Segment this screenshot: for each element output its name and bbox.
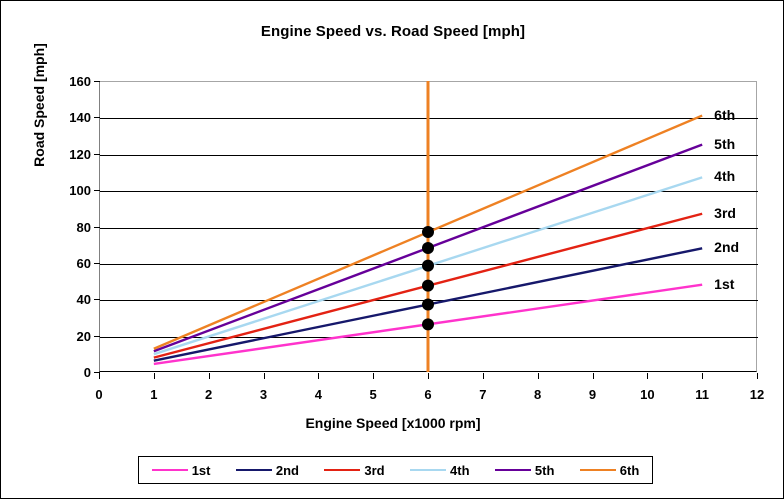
series-end-label-4th: 4th xyxy=(714,168,736,185)
y-tick-mark xyxy=(94,81,100,82)
x-tick-mark xyxy=(153,373,155,379)
x-tick-mark xyxy=(482,373,484,379)
y-tick-label: 160 xyxy=(69,74,91,89)
y-tick-mark xyxy=(94,335,100,337)
legend-item-6th[interactable]: 6th xyxy=(579,462,640,478)
data-marker-2nd xyxy=(422,298,434,311)
y-tick-label: 60 xyxy=(76,255,91,271)
x-tick-mark xyxy=(99,373,100,379)
series-lines xyxy=(153,81,703,372)
x-tick-mark xyxy=(592,373,594,379)
legend-label: 6th xyxy=(619,462,640,478)
y-tick-mark xyxy=(94,299,100,301)
x-tick-label: 6 xyxy=(424,387,432,402)
data-marker-1st xyxy=(422,318,434,331)
x-tick-label: 11 xyxy=(695,387,710,402)
x-tick-label: 0 xyxy=(95,387,103,402)
x-tick-mark xyxy=(208,373,210,379)
legend-swatch-6th xyxy=(579,469,616,471)
x-tick-label: 3 xyxy=(259,387,268,402)
y-axis-title: Road Speed [mph] xyxy=(31,43,47,167)
data-marker-6th xyxy=(422,225,434,238)
x-tick-label: 1 xyxy=(150,387,158,402)
x-tick-mark xyxy=(373,373,375,379)
x-tick-mark xyxy=(537,373,539,379)
y-tick-mark xyxy=(94,117,100,119)
x-tick-mark xyxy=(428,373,429,379)
y-tick-label: 0 xyxy=(83,365,91,380)
y-tick-label: 100 xyxy=(69,183,91,199)
x-axis-title: Engine Speed [x1000 rpm] xyxy=(305,415,481,431)
legend-label: 4th xyxy=(450,462,470,478)
plot-wrapper xyxy=(99,81,758,372)
y-tick-label: 120 xyxy=(69,146,91,162)
series-end-label-5th: 5th xyxy=(714,135,736,152)
legend-item-5th[interactable]: 5th xyxy=(494,462,555,478)
legend-label: 5th xyxy=(534,462,555,478)
x-tick-label: 4 xyxy=(314,387,322,402)
legend-item-4th[interactable]: 4th xyxy=(410,463,470,478)
y-tick-label: 80 xyxy=(76,219,91,235)
x-tick-mark xyxy=(757,373,758,379)
y-tick-mark xyxy=(94,190,100,192)
data-marker-5th xyxy=(422,241,434,254)
legend-label: 1st xyxy=(191,462,211,478)
series-end-label-2nd: 2nd xyxy=(714,239,740,256)
x-tick-mark xyxy=(318,373,320,379)
x-tick-label: 7 xyxy=(479,387,487,402)
chart-legend: 1st 2nd 3rd 4th 5th 6th xyxy=(138,456,653,484)
y-tick-mark xyxy=(94,262,100,264)
y-tick-mark xyxy=(94,153,100,155)
legend-item-1st[interactable]: 1st xyxy=(151,462,211,478)
chart-title: Engine Speed vs. Road Speed [mph] xyxy=(260,23,526,40)
legend-swatch-2nd xyxy=(235,469,272,471)
legend-swatch-5th xyxy=(494,469,531,471)
data-marker-3rd xyxy=(422,279,434,292)
x-tick-label: 2 xyxy=(205,387,213,402)
x-tick-mark xyxy=(647,373,649,379)
y-tick-label: 40 xyxy=(76,292,91,308)
series-end-label-1st: 1st xyxy=(714,275,735,292)
x-tick-label: 9 xyxy=(588,387,597,402)
data-marker-4th xyxy=(422,259,434,272)
legend-swatch-3rd xyxy=(324,469,361,471)
y-tick-mark xyxy=(94,372,100,373)
series-end-label-6th: 6th xyxy=(714,106,736,123)
y-tick-mark xyxy=(94,226,100,228)
y-tick-label: 20 xyxy=(76,328,91,344)
x-tick-label: 8 xyxy=(534,387,542,402)
x-tick-label: 12 xyxy=(749,387,765,402)
x-tick-label: 10 xyxy=(640,387,655,402)
y-tick-label: 140 xyxy=(69,110,91,126)
legend-item-3rd[interactable]: 3rd xyxy=(324,462,385,478)
series-end-label-3rd: 3rd xyxy=(714,204,736,221)
x-tick-label: 5 xyxy=(369,387,377,402)
legend-label: 2nd xyxy=(275,462,299,478)
legend-swatch-1st xyxy=(151,469,188,471)
x-tick-mark xyxy=(263,373,265,379)
legend-label: 3rd xyxy=(364,462,385,478)
legend-swatch-4th xyxy=(410,469,447,471)
x-tick-mark xyxy=(702,373,704,379)
legend-item-2nd[interactable]: 2nd xyxy=(235,462,299,478)
